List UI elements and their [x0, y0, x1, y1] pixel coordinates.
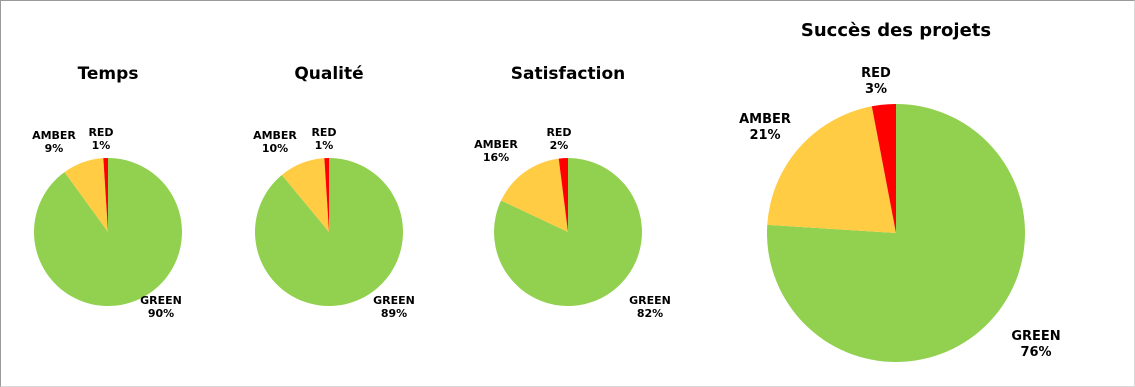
slice-green-qualite [254, 158, 403, 306]
slice-value-green-satisfaction: 82% [637, 307, 663, 320]
slice-green-temps [33, 158, 182, 306]
slice-value-red-qualite: 1% [315, 139, 334, 152]
slice-label-amber-qualite: AMBER [253, 129, 297, 142]
chart-title-temps: Temps [78, 64, 139, 84]
slice-amber-succes-des-projets [767, 106, 896, 233]
slice-value-green-qualite: 89% [381, 307, 407, 320]
slice-label-amber-succes-des-projets: AMBER [739, 112, 791, 127]
slice-label-red-temps: RED [88, 126, 113, 139]
slice-amber-qualite [281, 158, 329, 232]
slice-label-green-qualite: GREEN [373, 294, 415, 307]
slice-amber-temps [64, 158, 108, 232]
slice-value-green-temps: 90% [148, 307, 174, 320]
slice-value-green-succes-des-projets: 76% [1020, 345, 1051, 360]
chart-title-qualite: Qualité [294, 64, 363, 84]
slice-label-green-succes-des-projets: GREEN [1011, 329, 1060, 344]
slice-label-green-satisfaction: GREEN [629, 294, 671, 307]
slice-label-red-satisfaction: RED [546, 126, 571, 139]
slice-label-red-succes-des-projets: RED [861, 66, 891, 81]
slice-value-amber-temps: 9% [45, 142, 64, 155]
slice-amber-satisfaction [501, 158, 568, 232]
slice-red-temps [103, 158, 108, 232]
slice-label-green-temps: GREEN [140, 294, 182, 307]
slice-value-red-temps: 1% [92, 139, 111, 152]
slice-value-amber-satisfaction: 16% [483, 151, 509, 164]
slice-green-succes-des-projets [766, 104, 1025, 363]
slice-red-qualite [324, 158, 329, 232]
chart-title-satisfaction: Satisfaction [511, 64, 625, 84]
chart-title-succes-des-projets: Succès des projets [801, 20, 991, 41]
slice-green-satisfaction [493, 158, 642, 306]
slice-value-red-satisfaction: 2% [550, 139, 569, 152]
slice-label-red-qualite: RED [311, 126, 336, 139]
slice-value-amber-succes-des-projets: 21% [749, 128, 780, 143]
slice-red-succes-des-projets [871, 104, 896, 233]
slice-value-red-succes-des-projets: 3% [865, 82, 887, 97]
slice-label-amber-satisfaction: AMBER [474, 138, 518, 151]
slice-value-amber-qualite: 10% [262, 142, 288, 155]
slice-red-satisfaction [558, 158, 568, 232]
slice-label-amber-temps: AMBER [32, 129, 76, 142]
